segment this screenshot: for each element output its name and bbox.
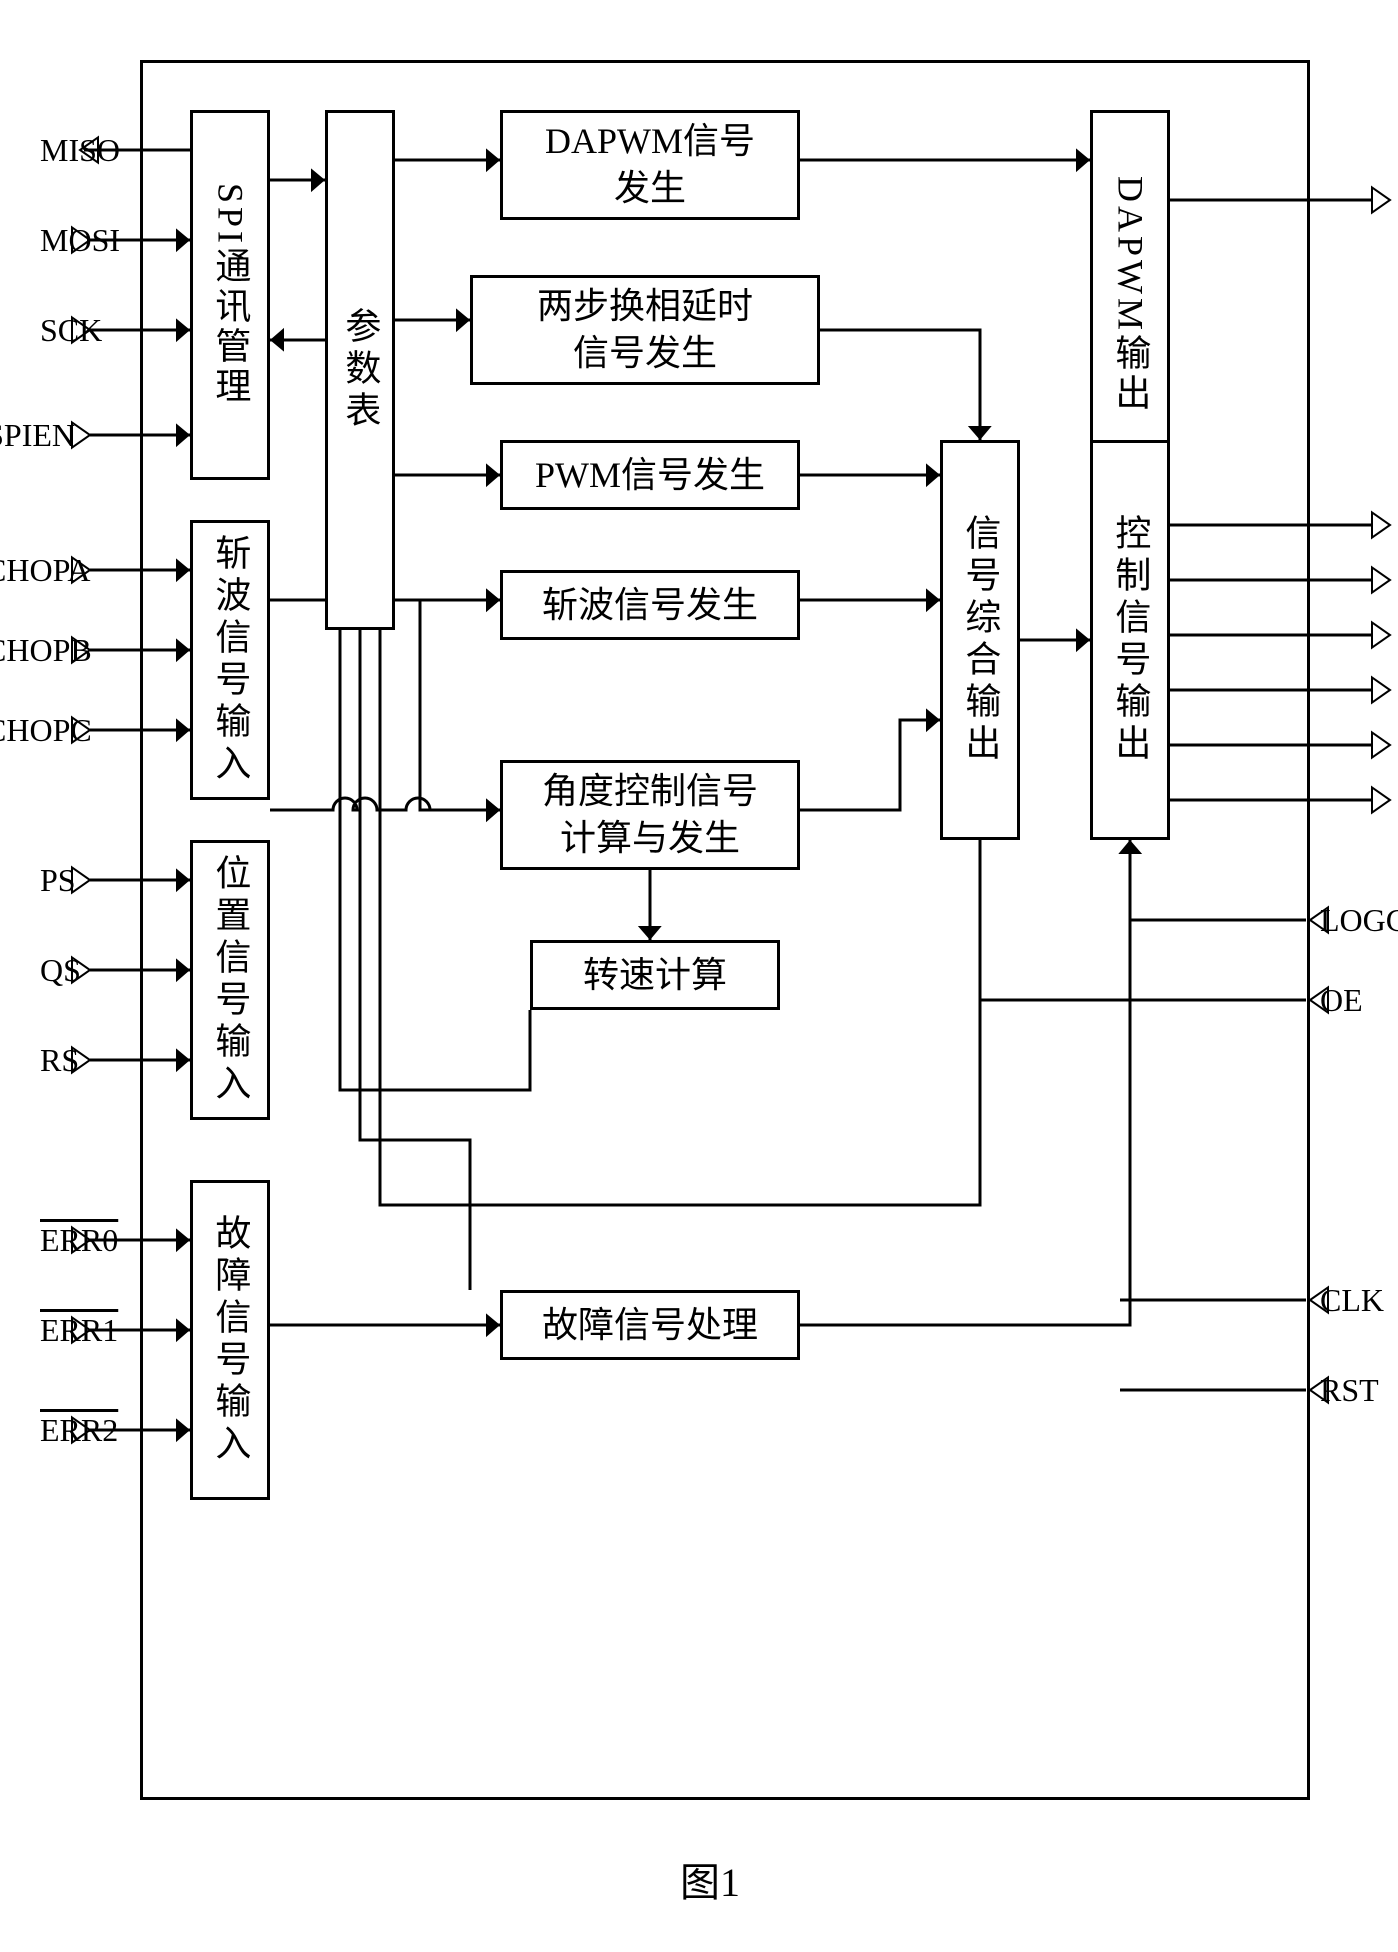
box-sig_out: 信号综合输出 — [940, 440, 1020, 840]
box-two_step: 两步换相延时信号发生 — [470, 275, 820, 385]
box-param: 参数表 — [325, 110, 395, 630]
box-chop_in: 斩波信号输入 — [190, 520, 270, 800]
pin-miso: MISO — [40, 132, 75, 169]
pin-chopa: CHOPA — [0, 552, 75, 589]
box-dapwm_gen: DAPWM信号发生 — [500, 110, 800, 220]
pin-err2: ERR2 — [40, 1412, 75, 1449]
pin-chopb: CHOPB — [0, 632, 75, 669]
box-pwm_gen: PWM信号发生 — [500, 440, 800, 510]
pin-ps: PS — [40, 862, 75, 899]
box-speed: 转速计算 — [530, 940, 780, 1010]
pin-clk: CLK — [1320, 1282, 1384, 1319]
pin-spien: SPIEN — [0, 417, 75, 454]
pin-qs: QS — [40, 952, 75, 989]
box-dapwm_out: DAPWM输出 — [1090, 110, 1170, 480]
pin-err0: ERR0 — [40, 1222, 75, 1259]
pin-rst: RST — [1320, 1372, 1379, 1409]
pin-sck: SCK — [40, 312, 75, 349]
pin-rs: RS — [40, 1042, 75, 1079]
box-ctrl_out: 控制信号输出 — [1090, 440, 1170, 840]
box-chop_gen: 斩波信号发生 — [500, 570, 800, 640]
box-angle: 角度控制信号计算与发生 — [500, 760, 800, 870]
pin-err1: ERR1 — [40, 1312, 75, 1349]
box-fault_in: 故障信号输入 — [190, 1180, 270, 1500]
box-fault_proc: 故障信号处理 — [500, 1290, 800, 1360]
pin-logc: LOGC — [1320, 902, 1398, 939]
box-spi: SPI通讯管理 — [190, 110, 270, 480]
box-pos_in: 位置信号输入 — [190, 840, 270, 1120]
pin-chopc: CHOPC — [0, 712, 75, 749]
pin-oe: OE — [1320, 982, 1363, 1019]
pin-mosi: MOSI — [40, 222, 75, 259]
figure-label: 图1 — [680, 1850, 740, 1908]
